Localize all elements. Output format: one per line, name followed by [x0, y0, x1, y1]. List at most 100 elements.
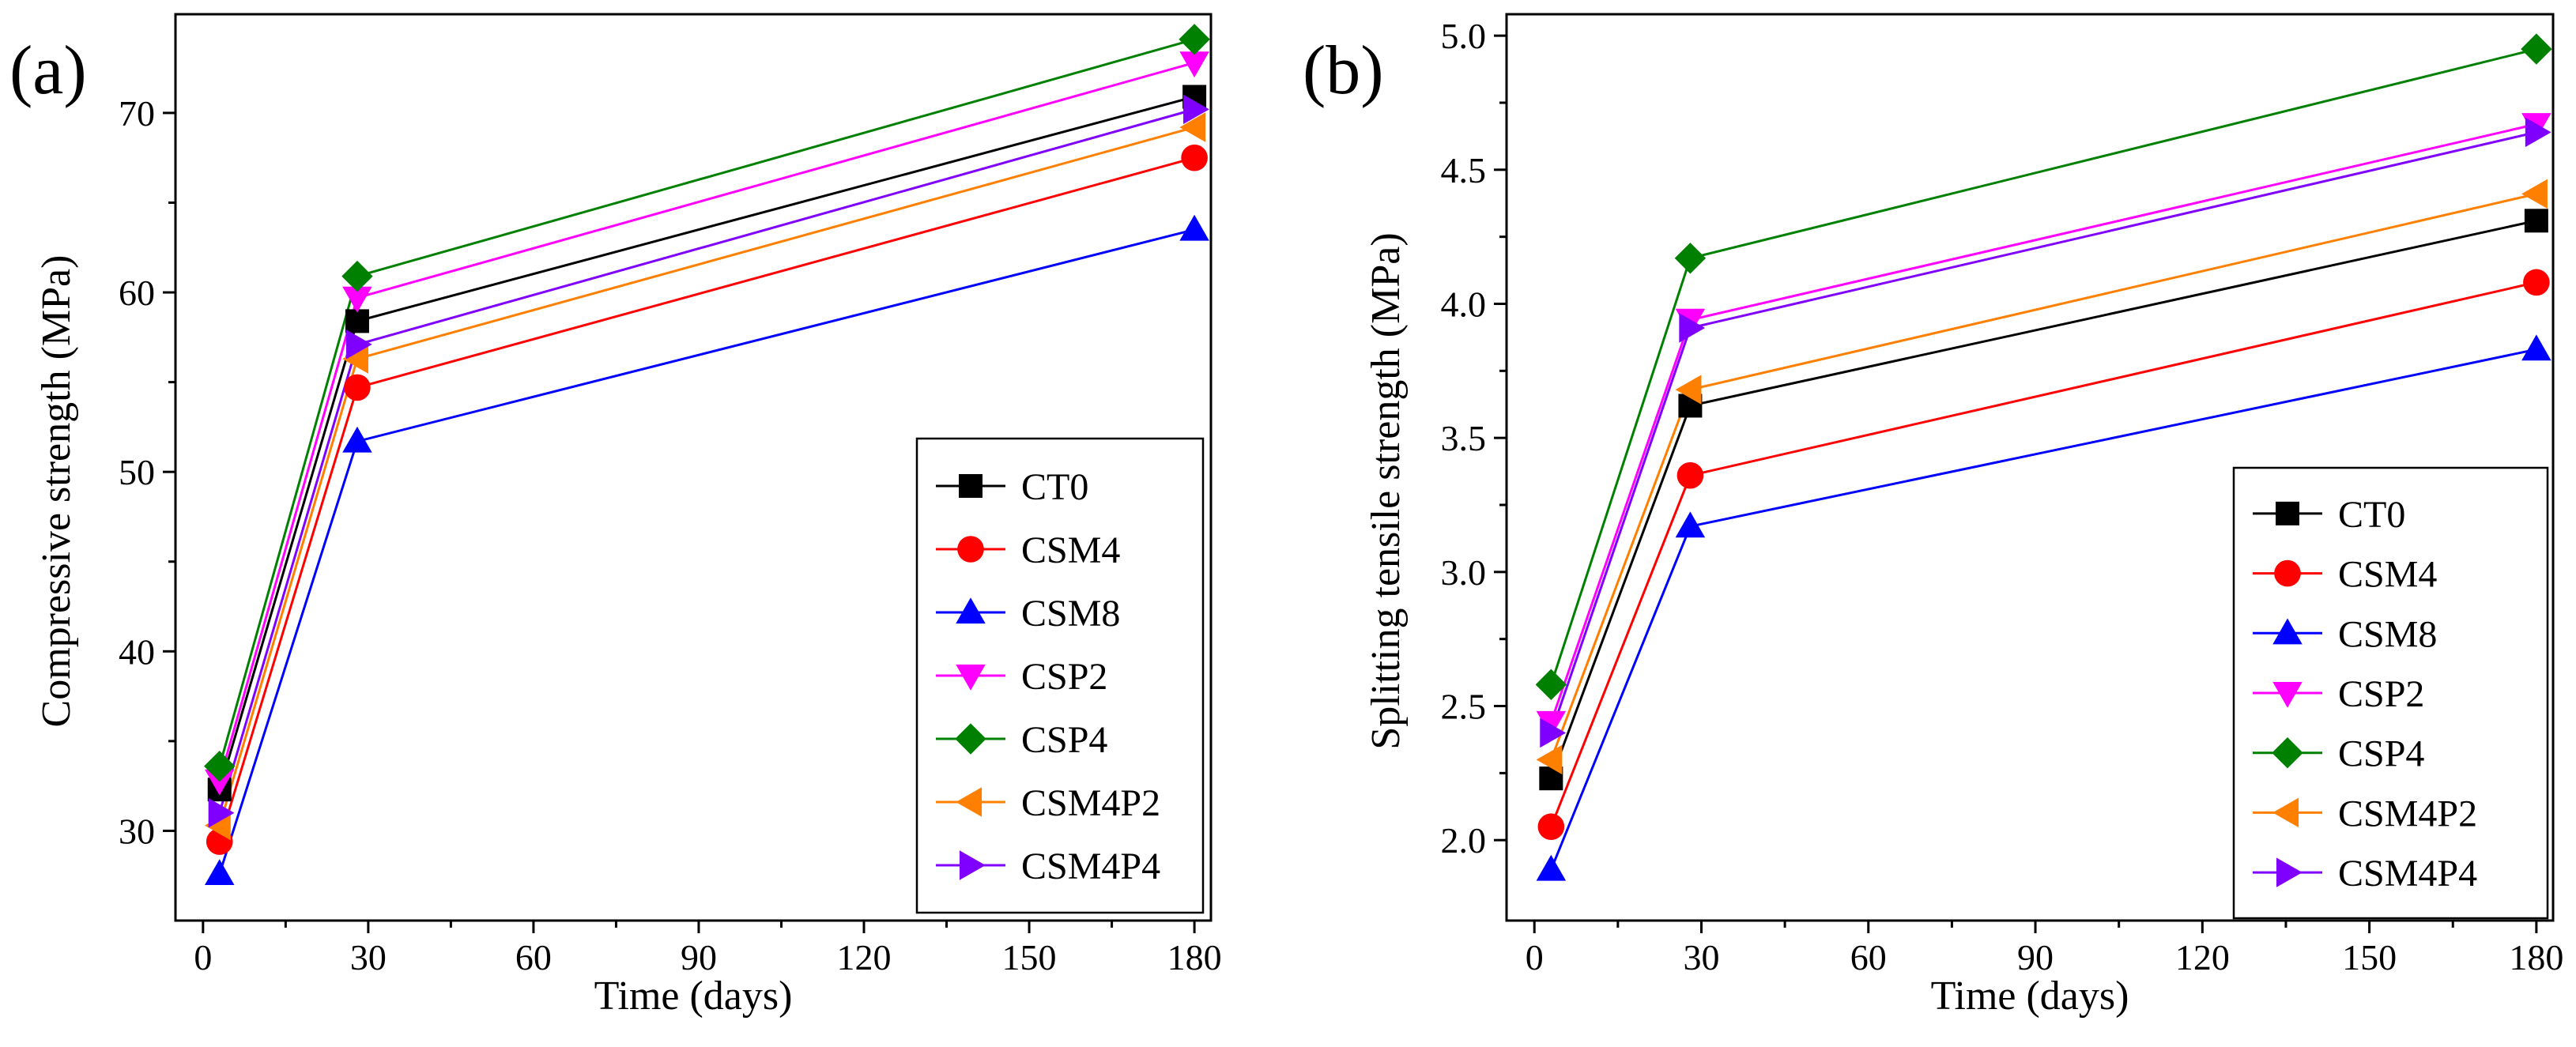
legend-marker: [956, 787, 983, 817]
data-point-CSP2: [204, 769, 235, 796]
data-point-CSM4P4: [1679, 313, 1706, 343]
x-tick-label: 30: [350, 937, 387, 977]
legend-label: CSM4P4: [1021, 846, 1160, 887]
x-tick-label: 90: [681, 937, 717, 977]
data-point-CSP2: [1536, 710, 1567, 737]
series-group: [1535, 33, 2552, 881]
data-point-CSM8: [204, 859, 235, 886]
legend-label: CT0: [2338, 494, 2405, 536]
y-tick-label: 2.0: [1441, 820, 1487, 861]
legend-marker: [2276, 501, 2299, 525]
legend-marker: [959, 850, 986, 880]
legend-marker: [2272, 681, 2303, 708]
y-axis: 30 40 50 60 70 Compressive strength (MPa): [34, 93, 175, 851]
data-point-CSM8: [1179, 214, 1209, 241]
legend-label: CSM4: [1021, 529, 1120, 571]
data-point-CSM4: [344, 374, 371, 401]
legend-label: CSP2: [2338, 673, 2424, 715]
legend-marker: [2274, 559, 2301, 587]
data-point-CSP4: [341, 260, 373, 292]
y-tick-label: 4.0: [1441, 284, 1487, 324]
x-tick-label: 90: [2017, 937, 2054, 977]
x-tick-label: 180: [1167, 937, 1222, 977]
plot-frame: [1505, 13, 2555, 922]
y-tick-label: 3.0: [1441, 552, 1487, 593]
y-tick-label: 3.5: [1441, 418, 1487, 458]
y-tick-label: 2.5: [1441, 687, 1487, 727]
data-point-CSM4P4: [208, 797, 235, 828]
data-point-CSM4P4: [1183, 94, 1209, 125]
data-point-CSM4P4: [1540, 717, 1567, 748]
data-point-CT0: [345, 309, 369, 333]
panel-b: 0 30 60 90 120 150 180 Time (days) 2.0 2.5 3.0 3.5 4…: [1303, 13, 2563, 1019]
legend-marker: [959, 474, 983, 498]
data-point-CSM4P2: [342, 344, 369, 374]
legend-marker: [956, 597, 986, 624]
data-point-CT0: [2524, 209, 2548, 233]
x-tick-label: 120: [837, 937, 892, 977]
x-tick-label: 0: [194, 937, 212, 977]
legend-marker: [955, 723, 986, 755]
data-point-CSP4: [1535, 668, 1567, 701]
y-tick-label: 60: [119, 273, 155, 313]
legend: CT0 CSM4 CSM8 CSP2 CSP4 CSM4P2 CSM4P4: [915, 437, 1205, 914]
x-tick-label: 60: [515, 937, 552, 977]
x-tick-label: 150: [2342, 937, 2397, 977]
panel-label: (a): [9, 32, 87, 109]
data-point-CSM8: [342, 426, 372, 453]
data-point-CSM4P2: [1179, 112, 1206, 142]
y-tick-label: 30: [119, 811, 155, 851]
panel-a: 0 30 60 90 120 150 180 Time (days) 30 40 50 60 70 Com…: [9, 13, 1222, 1019]
x-axis-title: Time (days): [594, 974, 793, 1019]
legend-label: CSM4: [2338, 554, 2437, 596]
legend-label: CT0: [1021, 466, 1088, 508]
legend-label: CSP4: [1021, 719, 1107, 761]
legend-marker: [2272, 618, 2303, 645]
series-group: [204, 24, 1210, 886]
data-point-CSM4P4: [345, 330, 372, 360]
x-tick-label: 60: [1850, 937, 1887, 977]
y-tick-label: 40: [119, 631, 155, 672]
legend-label: CSM4P2: [2338, 793, 2477, 834]
legend-marker: [956, 664, 986, 691]
data-point-CSM4: [2523, 269, 2550, 296]
panel-label: (b): [1303, 32, 1384, 109]
data-point-CSM4: [1537, 813, 1565, 841]
x-axis: 0 30 60 90 120 150 180 Time (days): [1526, 921, 2563, 1019]
x-axis-title: Time (days): [1931, 974, 2129, 1019]
data-point-CSM4P4: [2525, 117, 2551, 148]
legend-label: CSM4P4: [2338, 853, 2477, 894]
data-point-CSM8: [2521, 334, 2551, 361]
y-axis: 2.0 2.5 3.0 3.5 4.0 4.5 5.0 Splitting tensile s…: [1363, 16, 1507, 861]
y-axis-title: Compressive strength (MPa): [34, 255, 79, 728]
x-tick-label: 180: [2509, 937, 2563, 977]
plot-frame: [174, 13, 1213, 922]
data-point-CSP2: [1179, 51, 1209, 78]
data-point-CSM8: [1536, 854, 1567, 881]
legend-marker: [957, 536, 984, 563]
x-tick-label: 30: [1683, 937, 1719, 977]
x-axis: 0 30 60 90 120 150 180 Time (days): [194, 921, 1222, 1019]
legend-label: CSM4P2: [1021, 782, 1160, 824]
legend-marker: [2272, 737, 2303, 769]
y-tick-label: 4.5: [1441, 150, 1487, 190]
data-point-CSM4: [1676, 461, 1704, 489]
x-tick-label: 0: [1526, 937, 1544, 977]
data-point-CSM4P2: [2521, 179, 2548, 209]
data-point-CSP4: [1674, 243, 1707, 274]
data-point-CSP2: [342, 286, 372, 313]
data-point-CSM4P2: [1536, 744, 1563, 775]
y-tick-label: 5.0: [1441, 16, 1487, 56]
legend-label: CSM8: [1021, 593, 1120, 635]
data-point-CSP4: [2521, 33, 2552, 65]
legend-marker: [2276, 857, 2303, 887]
data-point-CSM4: [1181, 144, 1208, 171]
y-tick-label: 70: [119, 93, 155, 134]
y-tick-label: 50: [119, 452, 155, 492]
x-tick-label: 150: [1002, 937, 1057, 977]
x-tick-label: 120: [2175, 937, 2230, 977]
legend: CT0 CSM4 CSM8 CSP2 CSP4 CSM4P2 CSM4P4: [2232, 466, 2549, 920]
legend-label: CSP2: [1021, 656, 1107, 698]
